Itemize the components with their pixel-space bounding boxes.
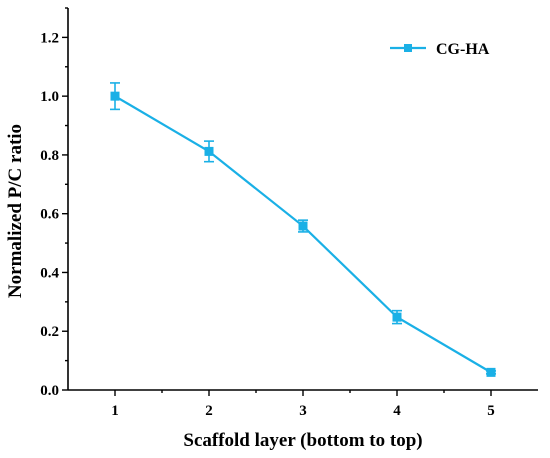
legend-label: CG-HA (436, 41, 490, 58)
y-tick-label: 0.0 (40, 383, 59, 399)
x-axis-ticks: 1 2 3 4 5 (111, 390, 495, 419)
data-point (298, 221, 308, 231)
data-point (486, 367, 496, 377)
y-tick-label: 0.8 (40, 148, 59, 164)
x-tick-label: 4 (393, 403, 401, 419)
x-tick-label: 3 (299, 403, 307, 419)
x-tick-label: 5 (487, 403, 495, 419)
y-axis-title: Normalized P/C ratio (5, 124, 26, 298)
x-axis-title: Scaffold layer (bottom to top) (183, 430, 422, 451)
data-point (204, 146, 214, 156)
legend-marker (404, 44, 412, 52)
x-tick-label: 1 (111, 403, 119, 419)
y-tick-label: 0.4 (40, 265, 59, 281)
data-point (110, 91, 120, 101)
series-line (114, 95, 492, 374)
y-tick-label: 1.2 (40, 30, 59, 46)
y-tick-label: 0.6 (40, 207, 59, 223)
y-axis-ticks: 0.0 0.2 0.4 0.6 0.8 1.0 1.2 (40, 7, 68, 399)
data-point (392, 312, 402, 322)
plot-area (67, 8, 538, 391)
y-tick-label: 1.0 (40, 89, 59, 105)
series-layer (110, 82, 496, 377)
y-tick-label: 0.2 (40, 324, 59, 340)
x-tick-label: 2 (205, 403, 213, 419)
legend: CG-HA (390, 41, 490, 58)
